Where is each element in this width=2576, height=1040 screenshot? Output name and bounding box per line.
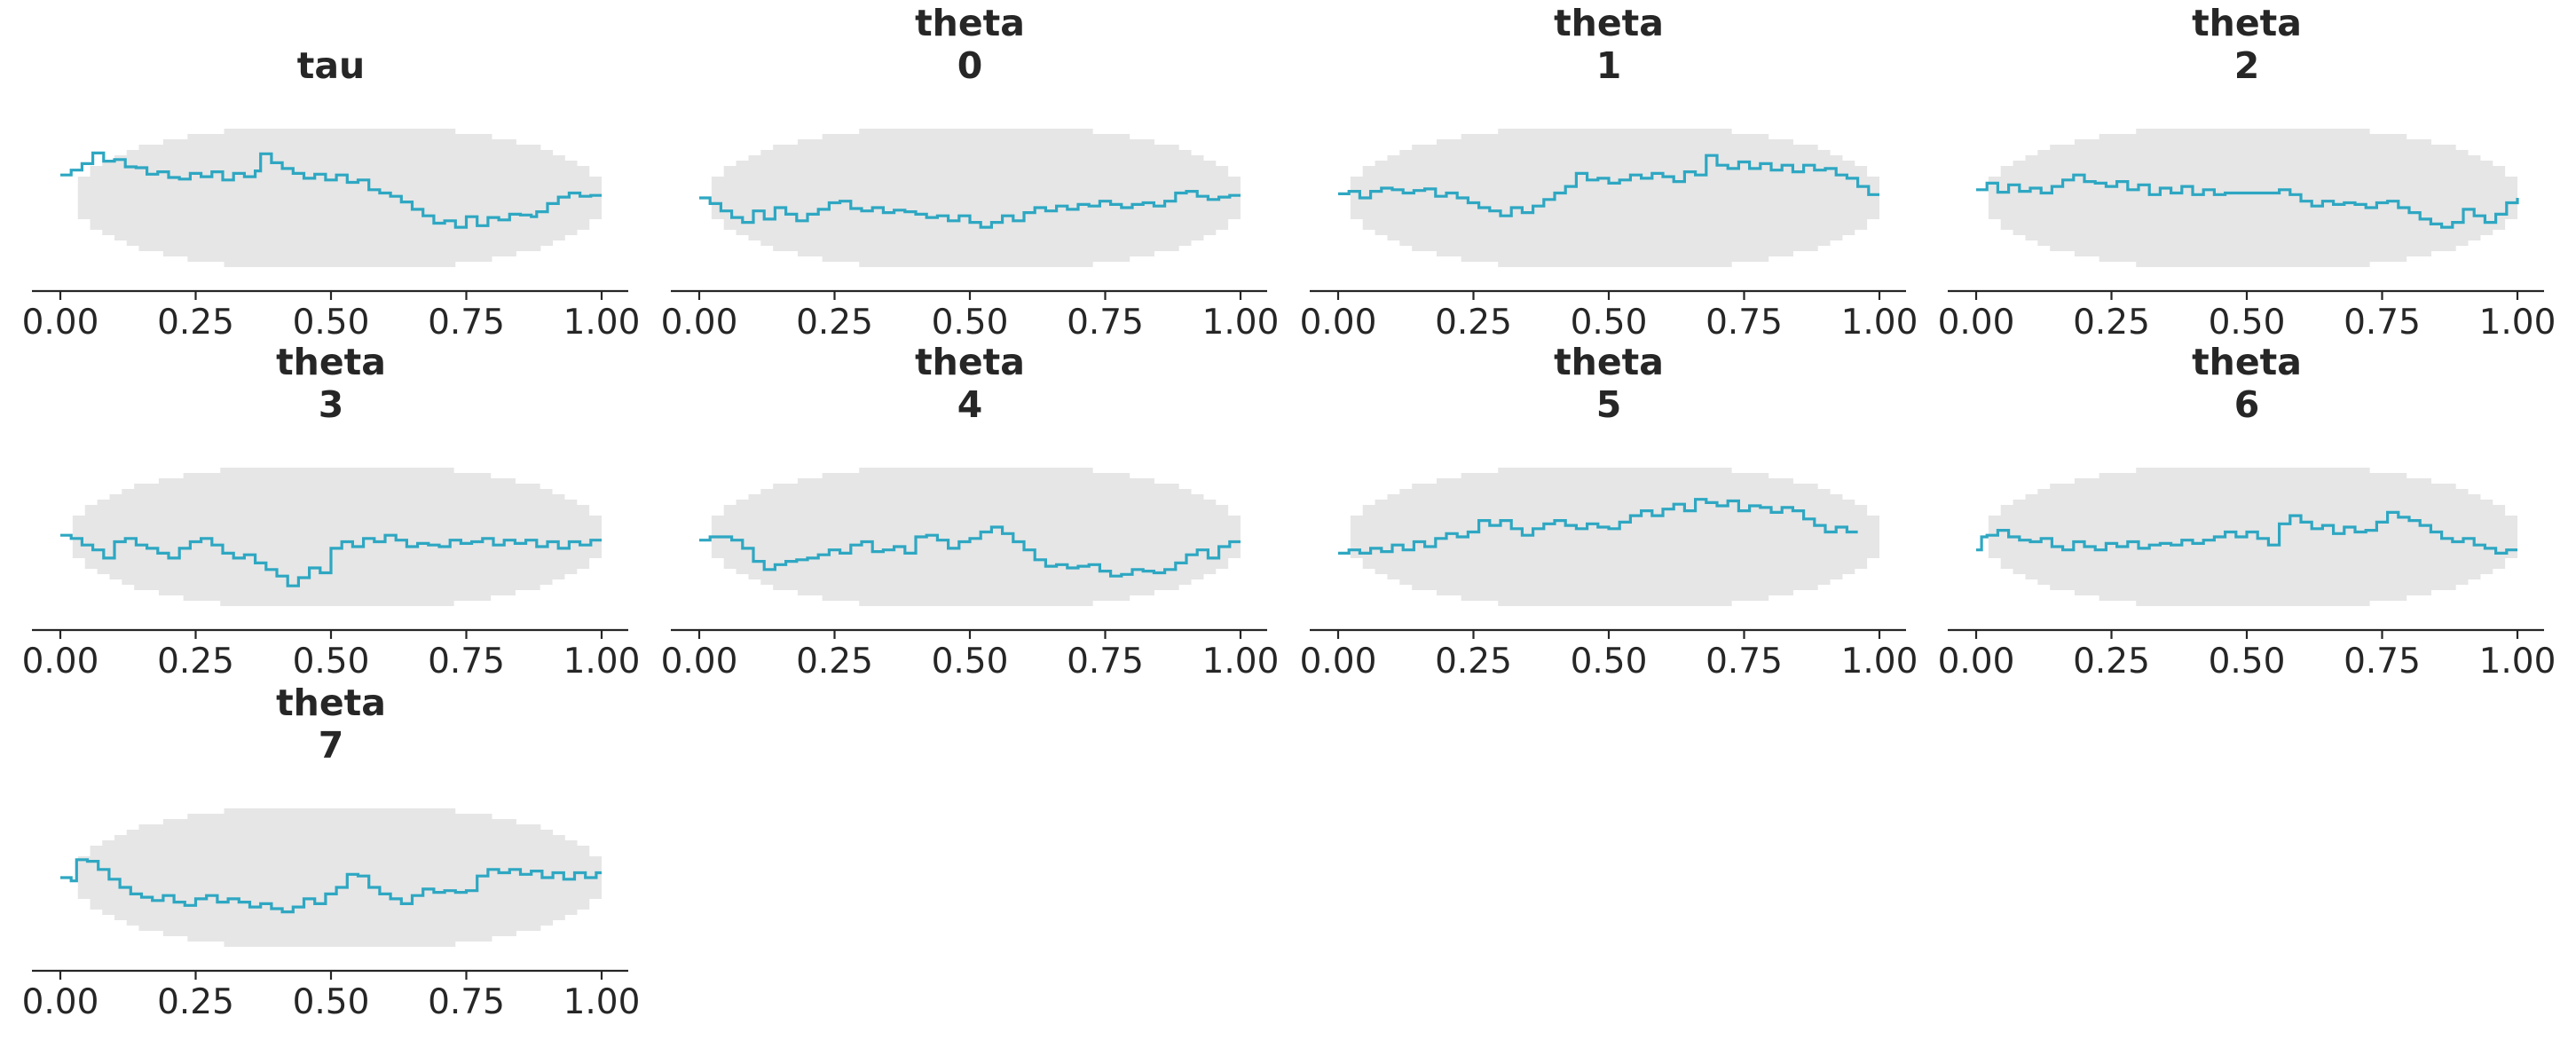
- series-line: [699, 190, 1241, 229]
- panel-6: theta 5 0.00 0.25 0.50 0.75 1.00: [1300, 341, 1918, 682]
- panel-title-line: 5: [1596, 383, 1622, 426]
- series-line: [60, 533, 602, 587]
- panel-title-line: 0: [957, 44, 983, 87]
- x-tick-label: 0.00: [1300, 642, 1377, 682]
- x-tick-label: 0.50: [1571, 303, 1648, 343]
- x-tick-label: 0.50: [932, 303, 1009, 343]
- x-tick-label: 0.00: [661, 642, 738, 682]
- panel-title-line: theta: [915, 341, 1025, 383]
- panel-title: theta 0: [915, 2, 1025, 87]
- band-area: [1976, 129, 2517, 267]
- x-tick-label: 0.00: [1300, 303, 1377, 343]
- panel-title: theta 2: [2192, 2, 2302, 87]
- x-tick-label: 0.25: [796, 642, 873, 682]
- band-area: [1338, 129, 1879, 267]
- x-tick-label: 0.75: [1067, 303, 1144, 343]
- panel-title-line: theta: [276, 341, 386, 383]
- x-tick-label: 0.00: [22, 303, 99, 343]
- panel-title-line: 4: [957, 383, 983, 426]
- series-line: [60, 151, 602, 229]
- x-tick-label: 0.50: [2209, 642, 2286, 682]
- panel-title: theta 1: [1554, 2, 1664, 87]
- x-tick-label: 1.00: [1841, 303, 1918, 343]
- panel-title-line: 6: [2234, 383, 2260, 426]
- panel-title-line: tau: [297, 44, 365, 87]
- x-tick-label: 0.50: [1571, 642, 1648, 682]
- panel-4: theta 3 0.00 0.25 0.50 0.75 1.00: [22, 341, 641, 682]
- x-tick-label: 0.25: [157, 642, 234, 682]
- x-tick-label: 0.75: [1706, 303, 1783, 343]
- x-tick-label: 0.75: [428, 982, 505, 1022]
- panel-7: theta 6 0.00 0.25 0.50 0.75 1.00: [1938, 341, 2556, 682]
- x-tick-label: 0.25: [796, 303, 873, 343]
- x-tick-label: 1.00: [2479, 303, 2556, 343]
- x-tick-label: 0.00: [22, 642, 99, 682]
- panel-5: theta 4 0.00 0.25 0.50 0.75 1.00: [661, 341, 1280, 682]
- panel-title-line: 1: [1596, 44, 1622, 87]
- panel-title: theta 7: [276, 682, 386, 767]
- x-tick-label: 1.00: [563, 982, 641, 1022]
- x-tick-label: 0.75: [2344, 642, 2421, 682]
- x-tick-label: 1.00: [1841, 642, 1918, 682]
- x-tick-label: 0.75: [2344, 303, 2421, 343]
- x-tick-label: 0.75: [1067, 642, 1144, 682]
- series-line: [60, 858, 602, 914]
- band-area: [66, 808, 603, 947]
- x-tick-label: 0.25: [1435, 642, 1512, 682]
- x-tick-label: 0.75: [428, 642, 505, 682]
- panel-title-line: 7: [319, 724, 344, 767]
- panel-title: theta 3: [276, 341, 386, 426]
- x-tick-label: 0.25: [2073, 642, 2150, 682]
- panel-title: theta 5: [1554, 341, 1664, 426]
- series-line: [1338, 154, 1879, 217]
- x-tick-label: 1.00: [2479, 642, 2556, 682]
- panel-2: theta 1 0.00 0.25 0.50 0.75 1.00: [1300, 2, 1918, 343]
- x-tick-label: 0.25: [157, 303, 234, 343]
- x-tick-label: 0.50: [293, 642, 370, 682]
- x-tick-label: 0.50: [293, 303, 370, 343]
- x-tick-label: 0.25: [157, 982, 234, 1022]
- x-tick-label: 0.75: [1706, 642, 1783, 682]
- panel-title-line: 2: [2234, 44, 2260, 87]
- panel-title-line: theta: [2192, 2, 2302, 44]
- panel-title-line: theta: [915, 2, 1025, 44]
- series-line: [1338, 498, 1858, 555]
- x-tick-label: 0.50: [2209, 303, 2286, 343]
- panel-1: theta 0 0.00 0.25 0.50 0.75 1.00: [661, 2, 1280, 343]
- x-tick-label: 0.50: [293, 982, 370, 1022]
- x-tick-label: 0.50: [932, 642, 1009, 682]
- band-area: [699, 129, 1241, 267]
- x-tick-label: 0.25: [1435, 303, 1512, 343]
- panel-title: theta 4: [915, 341, 1025, 426]
- panel-title: theta 6: [2192, 341, 2302, 426]
- x-tick-label: 0.75: [428, 303, 505, 343]
- band-area: [1338, 468, 1879, 606]
- panel-0: tau 0.00 0.25 0.50 0.75 1.00: [22, 44, 641, 343]
- panel-3: theta 2 0.00 0.25 0.50 0.75 1.00: [1938, 2, 2556, 343]
- panel-title-line: 3: [319, 383, 344, 426]
- band-area: [699, 468, 1241, 606]
- x-tick-label: 1.00: [1202, 642, 1280, 682]
- panel-title-line: theta: [276, 682, 386, 724]
- x-tick-label: 1.00: [563, 642, 641, 682]
- panel-title-line: theta: [1554, 2, 1664, 44]
- x-tick-label: 0.00: [1938, 303, 2015, 343]
- x-tick-label: 1.00: [1202, 303, 1280, 343]
- x-tick-label: 0.00: [22, 982, 99, 1022]
- panel-title-line: theta: [1554, 341, 1664, 383]
- panel-title-line: theta: [2192, 341, 2302, 383]
- x-tick-label: 0.00: [661, 303, 738, 343]
- series-line: [1976, 510, 2517, 555]
- band-area: [66, 129, 603, 267]
- x-tick-label: 1.00: [563, 303, 641, 343]
- series-line: [1976, 173, 2519, 229]
- x-tick-label: 0.00: [1938, 642, 2015, 682]
- series-line: [699, 525, 1241, 578]
- band-area: [60, 468, 602, 606]
- panel-8: theta 7 0.00 0.25 0.50 0.75 1.00: [22, 682, 641, 1022]
- x-tick-label: 0.25: [2073, 303, 2150, 343]
- panel-title: tau: [297, 44, 365, 87]
